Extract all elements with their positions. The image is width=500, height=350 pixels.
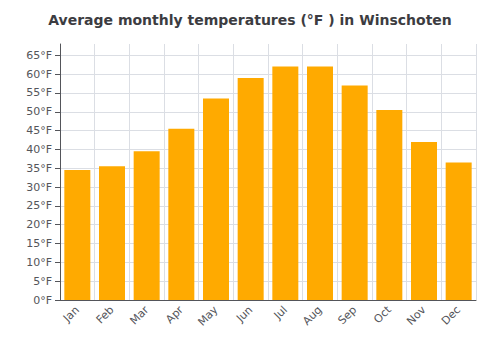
svg-text:65°F: 65°F xyxy=(26,49,52,62)
svg-text:Nov: Nov xyxy=(404,303,429,328)
svg-text:Jul: Jul xyxy=(271,303,290,322)
svg-text:Jan: Jan xyxy=(60,303,82,325)
svg-text:5°F: 5°F xyxy=(33,275,52,288)
svg-text:15°F: 15°F xyxy=(26,237,52,250)
svg-text:40°F: 40°F xyxy=(26,143,52,156)
svg-text:30°F: 30°F xyxy=(26,181,52,194)
svg-text:Feb: Feb xyxy=(94,303,117,326)
svg-text:20°F: 20°F xyxy=(26,218,52,231)
svg-text:55°F: 55°F xyxy=(26,86,52,99)
svg-text:Aug: Aug xyxy=(300,303,324,327)
svg-text:Average monthly temperatures (: Average monthly temperatures (°F ) in Wi… xyxy=(48,12,452,28)
svg-text:Jun: Jun xyxy=(233,303,255,325)
svg-text:Sep: Sep xyxy=(335,303,359,327)
svg-text:35°F: 35°F xyxy=(26,162,52,175)
svg-text:Mar: Mar xyxy=(127,303,151,327)
svg-text:60°F: 60°F xyxy=(26,68,52,81)
svg-text:May: May xyxy=(195,303,221,329)
svg-text:25°F: 25°F xyxy=(26,199,52,212)
svg-text:Oct: Oct xyxy=(371,303,394,326)
svg-text:10°F: 10°F xyxy=(26,256,52,269)
svg-text:Apr: Apr xyxy=(163,303,186,326)
svg-text:Dec: Dec xyxy=(439,303,463,327)
svg-text:50°F: 50°F xyxy=(26,105,52,118)
svg-text:45°F: 45°F xyxy=(26,124,52,137)
svg-text:0°F: 0°F xyxy=(33,294,52,307)
